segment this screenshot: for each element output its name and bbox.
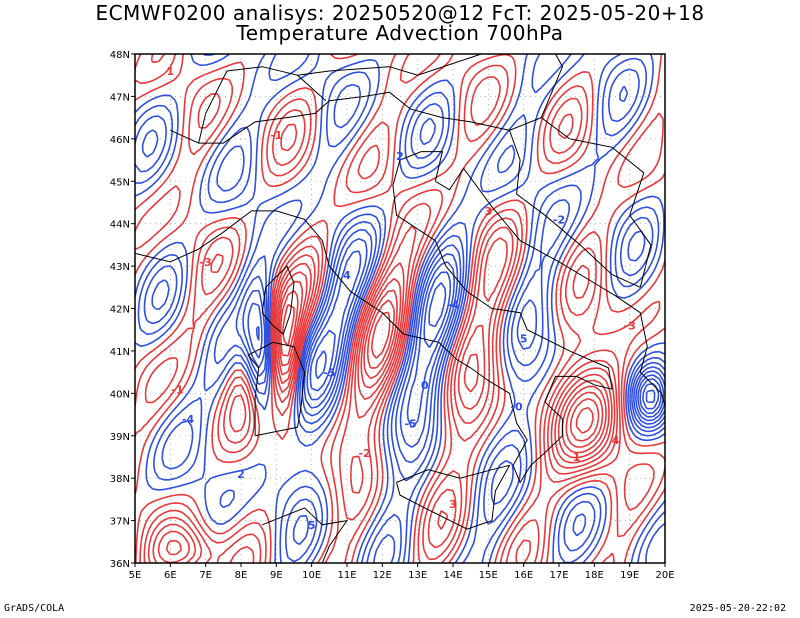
lon-tick-label: 7E xyxy=(199,570,212,581)
warm-advection-contour xyxy=(147,113,618,563)
cold-advection-contour xyxy=(247,250,665,428)
lat-tick-label: 39N xyxy=(110,432,130,443)
lat-tick-label: 38N xyxy=(110,474,130,485)
coastline-layer xyxy=(135,54,665,563)
warm-advection-contour xyxy=(152,237,616,563)
cold-advection-contour xyxy=(315,282,662,415)
austria-border xyxy=(297,54,564,118)
lat-tick-label: 47N xyxy=(110,92,130,103)
map-subtitle: Temperature Advection 700hPa xyxy=(236,21,564,45)
lon-tick-label: 20E xyxy=(655,570,674,581)
contour-value-label: 1 xyxy=(167,65,175,78)
contour-value-label: 5 xyxy=(520,332,528,345)
france-coastline xyxy=(135,231,224,263)
contour-value-label: -3 xyxy=(624,320,636,333)
lat-tick-label: 36N xyxy=(110,559,130,570)
lat-tick-label: 41N xyxy=(110,347,130,358)
corsica-coastline xyxy=(261,265,295,335)
contour-value-label: 3 xyxy=(449,498,457,511)
contour-value-label: 5 xyxy=(308,519,316,532)
warm-advection-contour xyxy=(575,406,594,434)
alps-border xyxy=(198,91,652,288)
contour-value-label: 2 xyxy=(237,468,245,481)
lat-tick-label: 46N xyxy=(110,135,130,146)
contour-value-label: 4 xyxy=(343,269,351,282)
grid-lines xyxy=(135,54,665,563)
contour-value-label: -1 xyxy=(270,129,282,142)
italy-coastline xyxy=(222,151,665,484)
lat-tick-label: 43N xyxy=(110,262,130,273)
africa-coastline xyxy=(262,507,349,563)
warm-advection-contour xyxy=(157,271,613,563)
warm-advection-contour xyxy=(165,280,610,556)
contour-value-label: 2 xyxy=(396,150,404,163)
contour-value-label: -2 xyxy=(359,447,371,460)
contour-value-label: -3 xyxy=(200,256,212,269)
cold-advection-contour xyxy=(141,85,665,563)
map-title: ECMWF0200 analisys: 20250520@12 FcT: 202… xyxy=(95,1,705,25)
warm-advection-contour xyxy=(143,54,655,563)
lon-tick-label: 13E xyxy=(408,570,427,581)
cold-advection-contour xyxy=(642,382,660,410)
cold-advection-contour xyxy=(135,54,665,563)
cold-advection-contour xyxy=(135,68,665,563)
longitude-axis: 5E 6E 7E 8E 9E 10E 11E 12E 13E 14E 15E 16E 17E 18E 19E… xyxy=(129,563,675,581)
lon-tick-label: 17E xyxy=(549,570,568,581)
lon-tick-label: 8E xyxy=(235,570,248,581)
contour-value-label: -4 xyxy=(447,299,460,312)
cold-advection-contour xyxy=(255,271,665,418)
contour-value-label: -0 xyxy=(510,400,523,413)
lat-tick-label: 48N xyxy=(110,50,130,61)
contour-label-layer: 1 -1 2 -2 3 -3 4 -4 5 -5 0 -0 1 -1 2 -2 3 -3 4 -4 5 -5 xyxy=(167,65,636,532)
lon-tick-label: 11E xyxy=(337,570,356,581)
lon-tick-label: 10E xyxy=(302,570,321,581)
croatia-border xyxy=(509,130,641,288)
software-credit: GrADS/COLA xyxy=(4,603,65,614)
warm-advection-contour xyxy=(135,54,665,563)
latitude-axis: 48N 47N 46N 45N 44N 43N 42N 41N 40N 39N 38N 37N 36N xyxy=(110,50,135,570)
warm-advection-contour xyxy=(569,398,600,442)
sicily-coastline xyxy=(396,464,511,530)
contour-value-label: 4 xyxy=(612,434,620,447)
timestamp: 2025-05-20-22:02 xyxy=(689,603,786,614)
lon-tick-label: 14E xyxy=(443,570,462,581)
lon-tick-label: 9E xyxy=(270,570,283,581)
contour-value-label: -2 xyxy=(553,214,565,227)
lon-tick-label: 5E xyxy=(129,570,142,581)
lat-tick-label: 37N xyxy=(110,517,130,528)
contour-value-label: -1 xyxy=(171,383,183,396)
contour-value-label: -4 xyxy=(182,413,195,426)
lat-tick-label: 40N xyxy=(110,389,130,400)
warm-advection-contour xyxy=(280,289,607,454)
cold-advection-contour xyxy=(645,389,656,403)
lon-tick-label: 16E xyxy=(514,570,533,581)
contour-value-label: 0 xyxy=(421,379,429,392)
lat-tick-label: 42N xyxy=(110,305,130,316)
lon-tick-label: 6E xyxy=(164,570,177,581)
lat-tick-label: 45N xyxy=(110,177,130,188)
lat-tick-label: 44N xyxy=(110,220,130,231)
lon-tick-label: 18E xyxy=(585,570,604,581)
contour-value-label: 3 xyxy=(485,205,493,218)
lon-tick-label: 12E xyxy=(373,570,392,581)
lon-tick-label: 19E xyxy=(620,570,639,581)
warm-advection-contour xyxy=(135,54,665,563)
lon-tick-label: 15E xyxy=(479,570,498,581)
contour-value-label: 1 xyxy=(573,451,581,464)
contour-value-label: -5 xyxy=(404,417,416,430)
contour-layer xyxy=(135,54,665,563)
contour-value-label: -5 xyxy=(323,366,335,379)
sardinia-coastline xyxy=(247,341,306,437)
